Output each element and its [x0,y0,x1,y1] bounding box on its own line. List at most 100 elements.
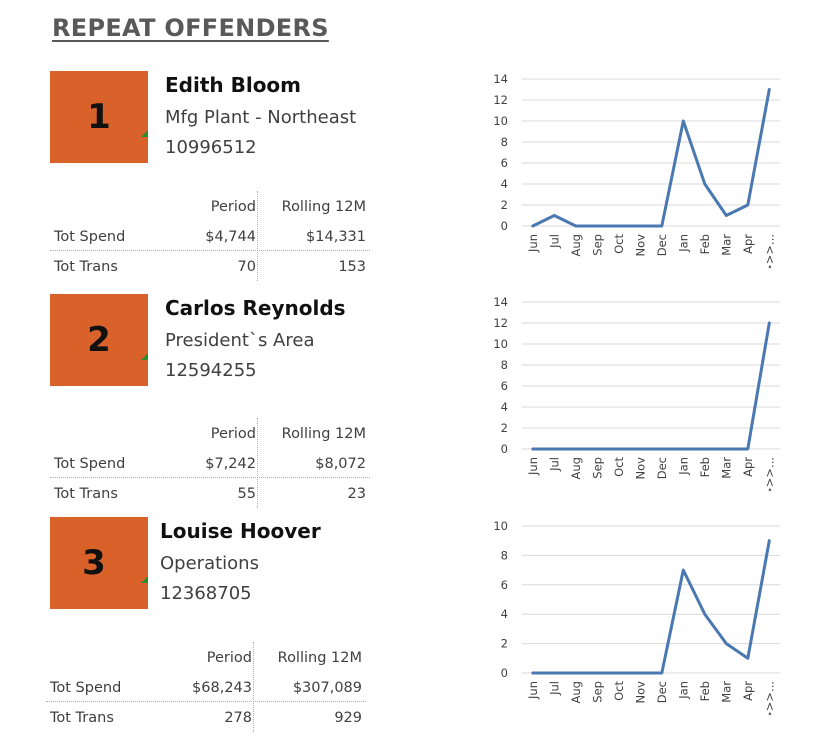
spend-period-value: $7,242 [205,456,256,472]
trans-label: Tot Trans [50,710,114,726]
x-tick-label: Jul [547,234,561,249]
x-tick-label: Dec [655,457,669,479]
y-tick-label: 10 [493,337,508,351]
y-tick-label: 14 [493,72,508,86]
x-tick-label: Jan [676,234,690,253]
spend-label: Tot Spend [50,680,122,696]
x-tick-label: Apr [741,234,755,254]
chart-svg: 0 2 4 6 8 10 12 14 Jun Jul Aug Sep Oct Nov Dec Jan Feb Ma… [493,295,780,491]
x-tick-label: Aug [569,234,583,256]
x-tick-label: Mar [719,457,733,479]
table-row: Tot Trans 278 929 [46,702,366,732]
series-line [531,539,771,675]
x-tick-label: Nov [633,681,647,704]
comment-indicator-icon [141,130,148,137]
col-period-header: Period [206,650,252,666]
y-tick-label: 6 [501,379,508,393]
rank-box: 2 [50,294,148,386]
x-tick-label: Jan [676,457,690,476]
rank-number: 1 [87,97,111,137]
stats-header-row: Period Rolling 12M [50,191,370,221]
y-tick-label: 8 [501,358,508,372]
x-tick-label: Aug [569,457,583,479]
x-tick-label: Nov [633,457,647,480]
trans-label: Tot Trans [54,259,118,275]
x-tick-label: Nov [633,234,647,257]
x-tick-label: Aug [569,681,583,703]
trans-rolling-value: 929 [334,710,362,726]
trans-rolling-value: 23 [347,486,366,502]
x-tick-label: Feb [698,681,712,701]
series-line [531,88,771,228]
y-tick-label: 8 [501,135,508,149]
rank-box: 1 [50,71,148,163]
stats-table: Period Rolling 12M Tot Spend $7,242 $8,0… [50,418,370,508]
y-tick-label: 0 [501,219,508,233]
spend-trend-chart-2: 0 2 4 6 8 10 12 14 Jun Jul Aug Sep Oct Nov Dec Jan Feb Ma… [470,291,790,491]
y-tick-label: 0 [501,442,508,456]
column-divider [257,418,258,508]
trans-label: Tot Trans [54,486,118,502]
stats-table: Period Rolling 12M Tot Spend $4,744 $14,… [50,191,370,281]
y-tick-label: 12 [493,93,508,107]
table-row: Tot Trans 70 153 [50,251,370,281]
y-tick-label: 10 [493,519,508,533]
spend-rolling-value: $8,072 [315,456,366,472]
y-tick-label: 8 [501,548,508,562]
column-divider [253,642,254,732]
y-tick-label: 2 [501,198,508,212]
offender-name: Louise Hoover [160,519,321,543]
x-tick-label: >>>... [762,681,776,715]
x-tick-label: Oct [612,457,626,477]
x-tick-label: Jun [526,681,540,700]
y-tick-label: 6 [501,156,508,170]
offender-department: Mfg Plant - Northeast [165,107,357,128]
trans-rolling-value: 153 [338,259,366,275]
col-rolling-header: Rolling 12M [281,199,366,215]
series-line [531,321,771,451]
x-tick-label: >>>... [762,234,776,268]
x-tick-label: Sep [590,234,604,256]
y-tick-label: 2 [501,637,508,651]
y-tick-label: 2 [501,421,508,435]
y-tick-label: 4 [501,607,508,621]
y-tick-label: 6 [501,578,508,592]
offender-name: Carlos Reynolds [165,296,346,320]
offender-id: 12594255 [165,360,257,381]
table-row: Tot Spend $4,744 $14,331 [50,221,370,251]
spend-rolling-value: $14,331 [306,229,366,245]
rank-number: 3 [82,543,106,583]
spend-trend-chart-1: 0 2 4 6 8 10 12 14 Jun Jul Aug Sep Oct Nov Dec Jan Feb Ma… [470,68,790,268]
x-tick-label: Apr [741,457,755,477]
x-tick-label: Mar [719,234,733,256]
x-tick-label: Apr [741,681,755,701]
page-title: REPEAT OFFENDERS [52,14,329,42]
offender-name: Edith Bloom [165,73,302,97]
y-tick-label: 0 [501,666,508,680]
x-tick-label: Feb [698,234,712,254]
x-tick-label: Jan [676,681,690,700]
stats-table: Period Rolling 12M Tot Spend $68,243 $30… [46,642,366,732]
comment-indicator-icon [141,576,148,583]
x-tick-label: Jun [526,457,540,476]
x-tick-label: Sep [590,681,604,703]
col-rolling-header: Rolling 12M [277,650,362,666]
x-tick-label: Dec [655,681,669,703]
stats-header-row: Period Rolling 12M [50,418,370,448]
spend-rolling-value: $307,089 [292,680,362,696]
offender-department: Operations [160,553,259,574]
table-row: Tot Spend $68,243 $307,089 [46,672,366,702]
trans-period-value: 70 [237,259,256,275]
offender-id: 10996512 [165,137,257,158]
x-tick-label: Dec [655,234,669,256]
comment-indicator-icon [141,353,148,360]
trans-period-value: 278 [224,710,252,726]
offender-department: President`s Area [165,330,315,351]
col-rolling-header: Rolling 12M [281,426,366,442]
y-tick-label: 14 [493,295,508,309]
spend-period-value: $68,243 [192,680,252,696]
y-tick-label: 12 [493,316,508,330]
spend-label: Tot Spend [54,229,126,245]
y-tick-label: 4 [501,177,508,191]
x-tick-label: Jul [547,681,561,696]
